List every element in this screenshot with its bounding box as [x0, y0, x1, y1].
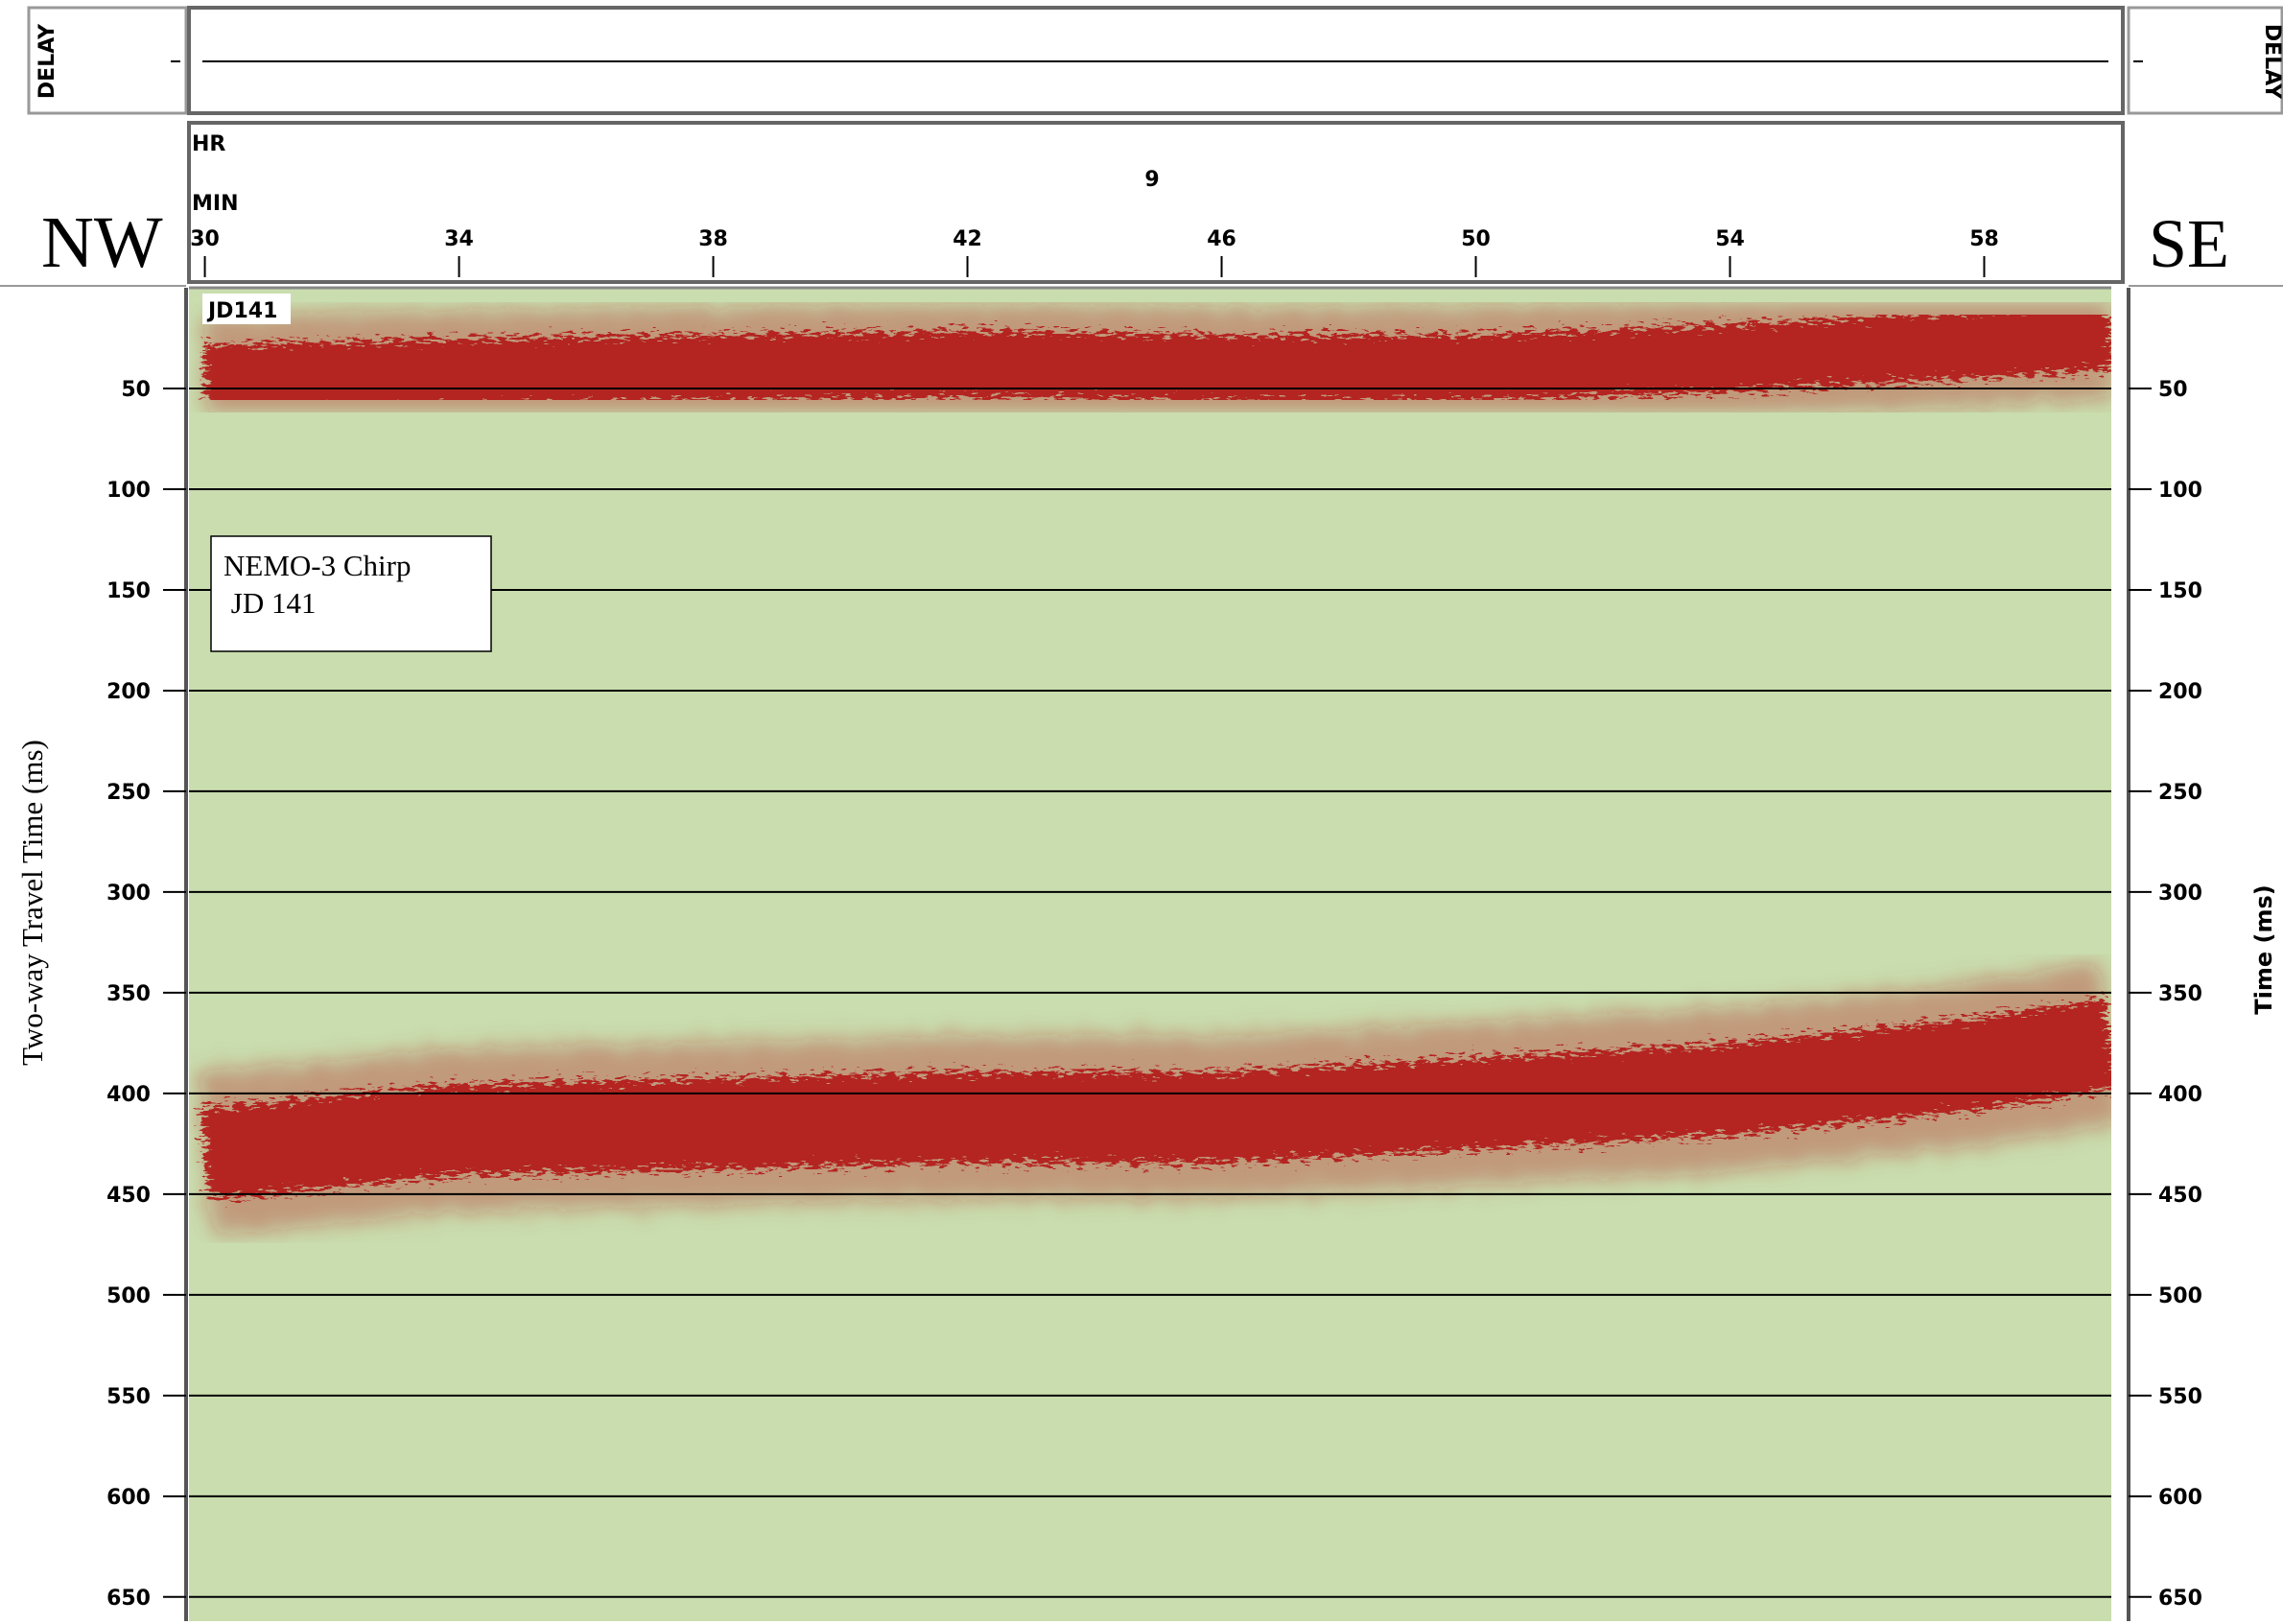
y2-axis-label: Time (ms): [2250, 884, 2277, 1014]
x-tick-label: 34: [444, 227, 474, 251]
y-tick-label: 350: [106, 982, 151, 1006]
y2-tick-label: 600: [2158, 1486, 2202, 1510]
y2-tick-label: 400: [2158, 1083, 2202, 1107]
y-tick-label: 400: [106, 1083, 151, 1107]
minute-label: MIN: [192, 192, 239, 216]
y-tick-label: 250: [106, 781, 151, 805]
delay-side-box: [2127, 6, 2283, 115]
line-label-bg: [202, 294, 291, 324]
x-tick-label: 30: [190, 227, 220, 251]
y2-tick-label: 500: [2158, 1284, 2202, 1308]
x-tick-label: 46: [1207, 227, 1236, 251]
annotation: JD 141: [224, 586, 316, 620]
reflector: [203, 302, 2111, 412]
y-tick-label: 550: [106, 1385, 151, 1409]
y-tick-label: 50: [121, 378, 151, 402]
plot-area: [189, 288, 2111, 1621]
y-tick-label: 600: [106, 1486, 151, 1510]
y2-tick-label: 350: [2158, 982, 2202, 1006]
y2-tick-label: 300: [2158, 882, 2202, 906]
time-header: [187, 121, 2125, 284]
y-tick-label: 650: [106, 1587, 151, 1611]
reflector: [200, 998, 2111, 1200]
x-tick-label: 42: [953, 227, 982, 251]
annotation: NEMO-3 Chirp: [224, 549, 411, 582]
delay-label: DELAY: [35, 23, 59, 99]
delay-side-box: [27, 6, 188, 115]
y-tick-label: 150: [106, 579, 151, 603]
x-tick-label: 58: [1969, 227, 1999, 251]
hour-value: 9: [1144, 168, 1159, 192]
y2-tick-label: 450: [2158, 1184, 2202, 1208]
direction-label: NW: [41, 202, 163, 283]
y2-tick-label: 200: [2158, 680, 2202, 704]
y2-tick-label: 150: [2158, 579, 2202, 603]
y2-tick-label: 650: [2158, 1587, 2202, 1611]
y-axis-label: Two-way Travel Time (ms): [15, 740, 49, 1066]
y2-tick-label: 100: [2158, 479, 2202, 503]
hour-label: HR: [192, 132, 225, 156]
x-tick-label: 38: [698, 227, 728, 251]
y2-tick-label: 550: [2158, 1385, 2202, 1409]
delay-label: DELAY: [2260, 24, 2283, 100]
y2-tick-label: 250: [2158, 781, 2202, 805]
y-tick-label: 450: [106, 1184, 151, 1208]
y-tick-label: 300: [106, 882, 151, 906]
line-label: JD141: [206, 299, 277, 323]
x-tick-label: 54: [1715, 227, 1745, 251]
annotation-box: [210, 535, 492, 652]
y-tick-label: 500: [106, 1284, 151, 1308]
direction-label: SE: [2149, 205, 2229, 282]
y-tick-label: 200: [106, 680, 151, 704]
y2-tick-label: 50: [2158, 378, 2188, 402]
y-tick-label: 100: [106, 479, 151, 503]
x-tick-label: 50: [1461, 227, 1491, 251]
